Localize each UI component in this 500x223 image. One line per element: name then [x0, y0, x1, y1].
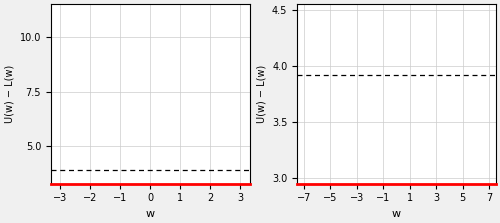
X-axis label: w: w: [392, 209, 401, 219]
Y-axis label: U(w) − L(w): U(w) − L(w): [256, 65, 266, 123]
Y-axis label: U(w) − L(w): U(w) − L(w): [4, 65, 14, 123]
X-axis label: w: w: [146, 209, 154, 219]
